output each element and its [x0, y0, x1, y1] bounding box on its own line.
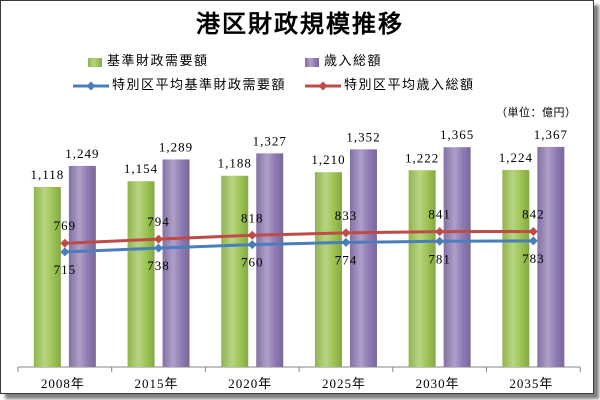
data-label-ward-avg-standard-fiscal-demand-2025: 774: [335, 252, 358, 267]
bar-standard-fiscal-demand-2030: [408, 170, 436, 367]
x-tick-label-2030: 2030年: [416, 376, 460, 391]
bar-total-revenue-2008: [68, 165, 96, 367]
data-label-ward-avg-total-revenue-2025: 833: [335, 208, 358, 223]
x-tick-label-2025: 2025年: [322, 376, 366, 391]
data-label-group: 1,118 1,154 1,188 1,210 1,222 1,224 1,249 1,289…: [30, 127, 568, 277]
x-tick-label-2008: 2008年: [41, 376, 85, 391]
bar-standard-fiscal-demand-2025: [314, 172, 342, 367]
point-ward-avg-total-revenue-2020: [247, 230, 257, 240]
x-tick-label-2015: 2015年: [135, 376, 179, 391]
data-label-total-revenue-2015: 1,289: [159, 139, 193, 154]
data-label-total-revenue-2020: 1,327: [253, 133, 287, 148]
data-label-total-revenue-2008: 1,249: [65, 146, 99, 161]
data-label-standard-fiscal-demand-2025: 1,210: [311, 152, 345, 167]
data-label-standard-fiscal-demand-2015: 1,154: [124, 161, 158, 176]
point-ward-avg-total-revenue-2015: [154, 234, 164, 244]
point-ward-avg-standard-fiscal-demand-2008: [60, 247, 70, 257]
point-ward-avg-standard-fiscal-demand-2025: [341, 237, 351, 247]
line-ward-avg-standard-fiscal-demand: [63, 239, 535, 254]
legend-label: 特別区平均歳入総額: [344, 78, 475, 93]
data-label-total-revenue-2035: 1,367: [534, 127, 568, 142]
x-axis: [17, 366, 581, 372]
unit-label: （単位：億円）: [496, 106, 577, 119]
data-label-ward-avg-standard-fiscal-demand-2015: 738: [147, 258, 170, 273]
data-label-ward-avg-total-revenue-2035: 842: [522, 206, 545, 221]
data-label-ward-avg-standard-fiscal-demand-2008: 715: [54, 262, 77, 277]
x-axis-tick-labels: 2008年 2015年 2020年 2025年 2030年 2035年: [41, 376, 553, 391]
bar-total-revenue-2025: [349, 149, 377, 367]
legend-item-standard-fiscal-demand: 基準財政需要額: [88, 54, 209, 70]
point-ward-avg-total-revenue-2008: [60, 238, 70, 248]
data-label-standard-fiscal-demand-2008: 1,118: [30, 167, 64, 182]
point-ward-avg-total-revenue-2030: [435, 227, 445, 237]
point-ward-avg-standard-fiscal-demand-2035: [528, 236, 538, 246]
legend-label: 歳入総額: [324, 54, 383, 69]
point-ward-avg-standard-fiscal-demand-2020: [247, 240, 257, 250]
data-label-total-revenue-2030: 1,365: [440, 127, 474, 142]
bar-total-revenue-2030: [443, 147, 471, 367]
x-tick-label-2020: 2020年: [228, 376, 272, 391]
x-tick-label-2035: 2035年: [509, 376, 553, 391]
data-label-standard-fiscal-demand-2035: 1,224: [499, 150, 533, 165]
data-label-ward-avg-total-revenue-2020: 818: [241, 210, 264, 225]
point-ward-avg-total-revenue-2025: [341, 228, 351, 238]
bar-total-revenue-2035: [537, 146, 565, 367]
legend-bar-swatch: [88, 57, 102, 67]
bar-standard-fiscal-demand-2035: [502, 169, 530, 367]
data-label-ward-avg-total-revenue-2030: 841: [428, 207, 451, 222]
bar-total-revenue-2015: [162, 159, 190, 367]
data-label-standard-fiscal-demand-2020: 1,188: [218, 156, 252, 171]
legend-line-diamond-marker: [305, 81, 341, 91]
bar-series-group: [33, 146, 565, 367]
chart-title: 港区財政規模推移: [196, 10, 404, 38]
data-label-ward-avg-standard-fiscal-demand-2020: 760: [241, 255, 264, 270]
legend-item-total-revenue: 歳入総額: [305, 54, 382, 70]
data-label-ward-avg-standard-fiscal-demand-2035: 783: [522, 251, 545, 266]
data-label-ward-avg-total-revenue-2015: 794: [147, 214, 170, 229]
line-series-group: [60, 226, 538, 257]
bar-standard-fiscal-demand-2008: [33, 187, 61, 367]
legend-bar-swatch: [305, 57, 319, 67]
bar-standard-fiscal-demand-2015: [127, 181, 155, 367]
point-ward-avg-standard-fiscal-demand-2030: [435, 236, 445, 246]
legend-item-ward-avg-standard-fiscal-demand: 特別区平均基準財政需要額: [73, 78, 286, 94]
bar-total-revenue-2020: [256, 153, 284, 367]
point-ward-avg-standard-fiscal-demand-2015: [154, 243, 164, 253]
data-label-standard-fiscal-demand-2030: 1,222: [405, 150, 439, 165]
data-label-ward-avg-standard-fiscal-demand-2030: 781: [428, 251, 451, 266]
bar-standard-fiscal-demand-2020: [221, 175, 249, 367]
data-label-ward-avg-total-revenue-2008: 769: [54, 218, 77, 233]
data-label-total-revenue-2025: 1,352: [346, 129, 380, 144]
line-ward-avg-total-revenue: [63, 229, 535, 245]
legend-line-diamond-marker: [73, 81, 109, 91]
legend-label: 特別区平均基準財政需要額: [112, 78, 287, 93]
legend-item-ward-avg-total-revenue: 特別区平均歳入総額: [305, 78, 475, 94]
point-ward-avg-total-revenue-2035: [528, 226, 538, 236]
legend-label: 基準財政需要額: [107, 54, 209, 69]
